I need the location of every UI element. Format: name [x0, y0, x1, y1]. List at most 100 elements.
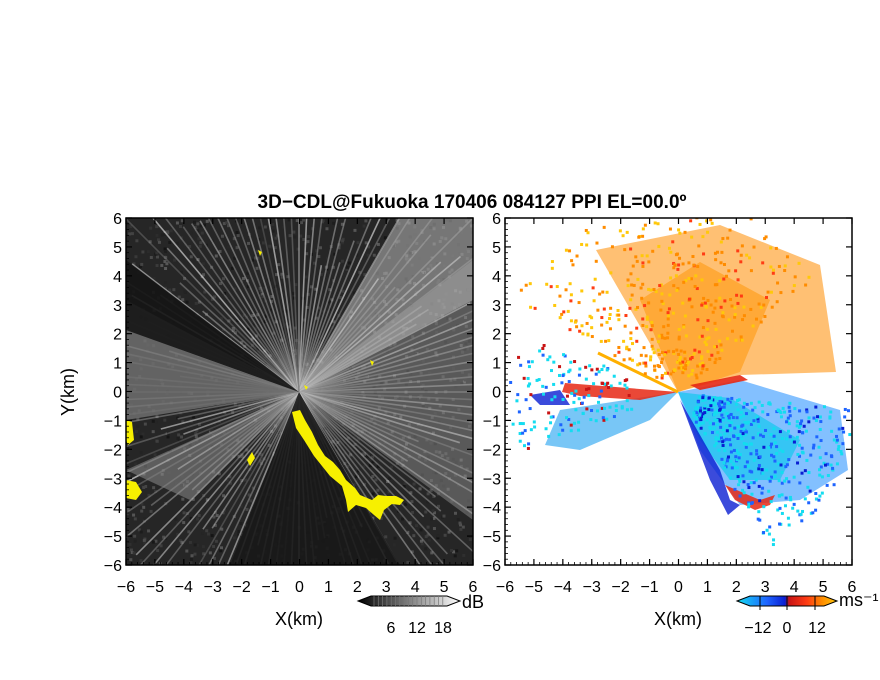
velocity-pixel	[734, 269, 738, 273]
velocity-pixel	[636, 305, 640, 309]
velocity-pixel	[779, 415, 783, 419]
noise-pixel	[352, 483, 356, 487]
noise-pixel	[261, 295, 265, 299]
velocity-pixel	[763, 314, 767, 318]
velocity-pixel	[672, 351, 676, 355]
x-tick-label: 6	[848, 579, 857, 596]
noise-pixel	[440, 378, 444, 382]
noise-pixel	[305, 252, 309, 256]
noise-pixel	[132, 551, 136, 555]
velocity-x-axis-label: X(km)	[654, 609, 702, 629]
velocity-pixel	[660, 333, 664, 337]
velocity-pixel	[705, 367, 709, 371]
noise-pixel	[429, 488, 433, 492]
noise-pixel	[386, 480, 390, 484]
velocity-pixel	[777, 409, 781, 413]
velocity-pixel	[678, 361, 682, 365]
velocity-pixel	[716, 250, 720, 254]
velocity-pixel	[687, 261, 691, 265]
noise-pixel	[292, 230, 296, 234]
velocity-pixel	[739, 415, 743, 419]
velocity-pixel	[719, 261, 723, 265]
noise-pixel	[252, 460, 256, 464]
noise-pixel	[152, 486, 156, 490]
velocity-pixel	[699, 426, 703, 430]
echo-ray	[152, 391, 300, 565]
noise-pixel	[434, 471, 438, 475]
velocity-pixel	[571, 263, 575, 267]
noise-pixel	[426, 533, 430, 537]
noise-pixel	[195, 428, 199, 432]
velocity-pixel	[652, 287, 656, 291]
velocity-pixel	[739, 410, 743, 414]
velocity-pixel	[636, 363, 640, 367]
velocity-pixel	[560, 312, 564, 316]
velocity-pixel	[757, 510, 761, 514]
noise-pixel	[392, 543, 396, 547]
y-tick-label: −3	[483, 471, 501, 488]
velocity-pixel	[671, 240, 675, 244]
velocity-pixel	[699, 406, 703, 410]
velocity-pixel	[666, 317, 670, 321]
velocity-pixel	[625, 408, 629, 412]
velocity-pixel	[645, 317, 649, 321]
noise-pixel	[467, 373, 471, 377]
velocity-pixel	[716, 396, 720, 400]
noise-pixel	[132, 262, 136, 266]
noise-pixel	[364, 241, 368, 245]
noise-pixel	[416, 397, 420, 401]
noise-pixel	[225, 221, 229, 225]
noise-pixel	[346, 423, 350, 427]
velocity-pixel	[665, 371, 669, 375]
noise-pixel	[353, 277, 357, 281]
velocity-pixel	[553, 303, 557, 307]
velocity-pixel	[697, 423, 701, 427]
velocity-pixel	[698, 413, 702, 417]
velocity-pixel	[673, 263, 677, 267]
velocity-pixel	[569, 319, 573, 323]
velocity-pixel	[607, 339, 611, 343]
noise-pixel	[405, 355, 409, 359]
noise-pixel	[202, 552, 206, 556]
noise-pixel	[237, 454, 241, 458]
noise-pixel	[189, 561, 193, 565]
velocity-pixel	[627, 348, 631, 352]
velocity-pixel	[822, 405, 826, 409]
echo-ray	[177, 391, 300, 420]
velocity-pixel	[736, 451, 740, 455]
noise-pixel	[407, 435, 411, 439]
noise-pixel	[323, 427, 327, 431]
velocity-pixel	[807, 416, 811, 420]
velocity-pixel	[757, 484, 761, 488]
velocity-pixel	[788, 409, 792, 413]
noise-pixel	[425, 438, 429, 442]
noise-pixel	[199, 241, 203, 245]
velocity-pixel	[752, 419, 756, 423]
echo-ray	[226, 391, 300, 565]
noise-pixel	[260, 453, 264, 457]
noise-pixel	[179, 236, 183, 240]
velocity-pixel	[537, 378, 541, 382]
velocity-pixel	[640, 254, 644, 258]
noise-pixel	[393, 413, 397, 417]
noise-pixel	[208, 524, 212, 528]
velocity-pixel	[643, 223, 647, 227]
noise-pixel	[341, 289, 345, 293]
noise-pixel	[246, 285, 250, 289]
velocity-pixel	[769, 246, 773, 250]
y-tick-label: 6	[113, 211, 122, 228]
velocity-pixel	[729, 298, 733, 302]
velocity-pixel	[663, 336, 667, 340]
velocity-pixel	[552, 382, 556, 386]
velocity-pixel	[600, 316, 604, 320]
velocity-pixel	[728, 400, 732, 404]
noise-pixel	[208, 551, 212, 555]
velocity-pixel	[814, 491, 818, 495]
noise-pixel	[378, 383, 382, 387]
noise-pixel	[403, 447, 407, 451]
velocity-pixel	[745, 253, 749, 257]
echo-ray	[298, 368, 473, 393]
noise-pixel	[160, 233, 164, 237]
aliased-edge-se	[725, 485, 775, 510]
velocity-pixel	[588, 364, 592, 368]
